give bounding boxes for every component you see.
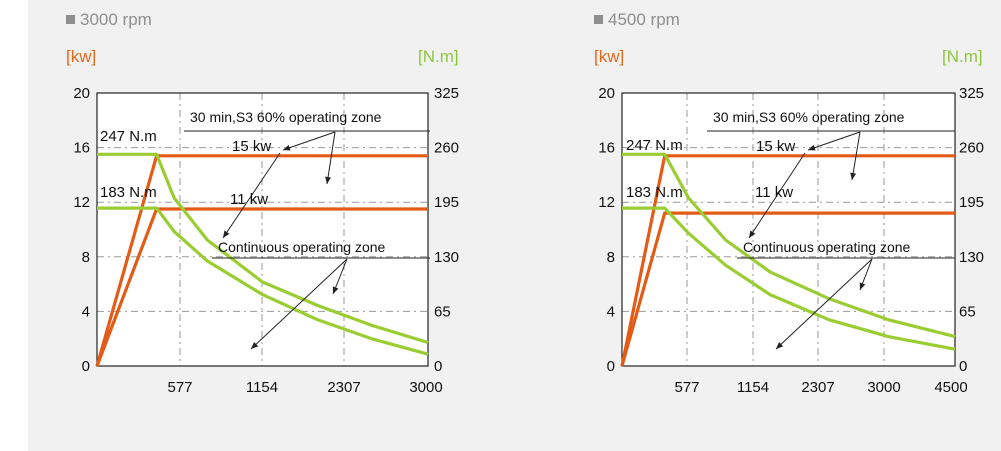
right-axis-unit: [N.m]	[942, 47, 983, 66]
right-y-tick-label: 260	[959, 140, 984, 157]
right-axis-unit: [N.m]	[418, 47, 459, 66]
series-line-247-n-m	[97, 152, 429, 345]
x-tick-label: 3000	[867, 379, 900, 396]
plot-frame	[621, 92, 956, 367]
chart-title-text: 4500 rpm	[608, 10, 680, 29]
annotation-arrow-line	[250, 258, 348, 350]
left-y-tick-label: 12	[73, 194, 90, 211]
x-tick-label: 4500	[934, 379, 967, 396]
annotation-arrow-head	[850, 172, 857, 180]
annotation-arrow-head	[859, 282, 866, 290]
annotation-arrow-head	[223, 230, 230, 238]
power-label-continuous: 11 kw	[230, 191, 268, 208]
plot-area	[622, 93, 955, 366]
annotation-arrow-line	[222, 152, 281, 239]
right-y-tick-label: 195	[959, 194, 984, 211]
left-axis-unit: [kw]	[594, 47, 625, 66]
left-y-tick-label: 12	[598, 194, 615, 211]
right-y-tick-label: 325	[959, 85, 984, 102]
annotation-arrow-line	[807, 131, 861, 151]
annotation-arrow-line	[326, 131, 336, 185]
x-tick-label: 577	[674, 379, 699, 396]
zone-label-continuous: Continuous operating zone	[743, 239, 911, 255]
right-y-tick-label: 65	[434, 303, 451, 320]
series-line-183-n-m	[622, 206, 956, 351]
chart-plot-3000rpm: 0 4 8 12 16 20 0 65 130 195 260 325 577 1154 2307 3000 3…	[73, 85, 459, 396]
chart-plot-4500rpm: 0 4 8 12 16 20 0 65 130 195 260 325 577 1154 2307 3000 4…	[598, 85, 984, 396]
annotation-arrow-line	[748, 152, 806, 239]
left-y-tick-label: 20	[598, 85, 615, 102]
zone-label-s3: 30 min,S3 60% operating zone	[190, 109, 382, 125]
annotation-arrow-line	[282, 131, 336, 151]
annotation-arrow-head	[808, 144, 816, 151]
torque-label-continuous: 183 N.m	[626, 184, 683, 201]
annotation-arrow-head	[325, 176, 332, 184]
chart-panel-4500rpm: 4500 rpm [kw] [N.m] 0 4 8 12 16 20 0 65 130 195 26…	[500, 0, 1000, 451]
annotation-arrow-head	[749, 230, 756, 238]
right-y-tick-label: 65	[959, 303, 976, 320]
power-label-s3: 15 kw	[756, 138, 795, 155]
torque-label-continuous: 183 N.m	[100, 184, 157, 201]
right-y-tick-label: 0	[434, 358, 442, 375]
zone-label-s3: 30 min,S3 60% operating zone	[713, 109, 905, 125]
annotation-arrow-head	[776, 342, 784, 349]
x-tick-label: 2307	[327, 379, 360, 396]
x-tick-label: 1154	[737, 379, 769, 396]
left-y-tick-label: 0	[607, 358, 615, 375]
x-tick-label: 1154	[246, 379, 278, 396]
x-tick-label: 3000	[409, 379, 442, 396]
bullet-square-icon	[594, 15, 603, 24]
annotation-arrow-head	[283, 144, 291, 151]
right-y-tick-label: 325	[434, 85, 459, 102]
left-y-tick-label: 4	[607, 303, 615, 320]
series-line-11-kw	[620, 211, 955, 367]
left-y-tick-label: 16	[73, 140, 90, 157]
right-y-tick-label: 0	[959, 358, 967, 375]
right-y-tick-label: 130	[434, 249, 459, 266]
power-label-s3: 15 kw	[232, 138, 271, 155]
annotation-arrow-head	[251, 342, 259, 349]
bullet-square-icon	[66, 15, 75, 24]
series-line-247-n-m	[622, 152, 956, 339]
right-y-tick-label: 195	[434, 194, 459, 211]
chart-title: 4500 rpm	[594, 10, 680, 30]
right-y-tick-label: 260	[434, 140, 459, 157]
left-y-tick-label: 4	[82, 303, 90, 320]
right-y-tick-label: 130	[959, 249, 984, 266]
zone-label-continuous: Continuous operating zone	[218, 239, 386, 255]
series-line-183-n-m	[97, 206, 429, 356]
left-y-tick-label: 20	[73, 85, 90, 102]
left-y-tick-label: 16	[598, 140, 615, 157]
chart-panel-3000rpm: 3000 rpm [kw] [N.m] 0 4 8 12 16 20 0 65 130 195 26…	[0, 0, 500, 451]
left-axis-unit: [kw]	[66, 47, 97, 66]
chart-title-text: 3000 rpm	[80, 10, 152, 29]
torque-label-s3: 247 N.m	[100, 128, 157, 145]
chart-title: 3000 rpm	[66, 10, 152, 30]
left-y-tick-label: 8	[607, 249, 615, 266]
annotation-arrow-head	[332, 286, 339, 294]
annotation-arrow-line	[851, 131, 861, 181]
annotation-arrow-line	[775, 258, 873, 350]
power-label-continuous: 11 kw	[755, 184, 793, 201]
x-tick-label: 2307	[801, 379, 834, 396]
left-y-tick-label: 0	[82, 358, 90, 375]
torque-label-s3: 247 N.m	[626, 137, 683, 154]
x-tick-label: 577	[167, 379, 192, 396]
plot-frame	[96, 92, 429, 367]
left-y-tick-label: 8	[82, 249, 90, 266]
